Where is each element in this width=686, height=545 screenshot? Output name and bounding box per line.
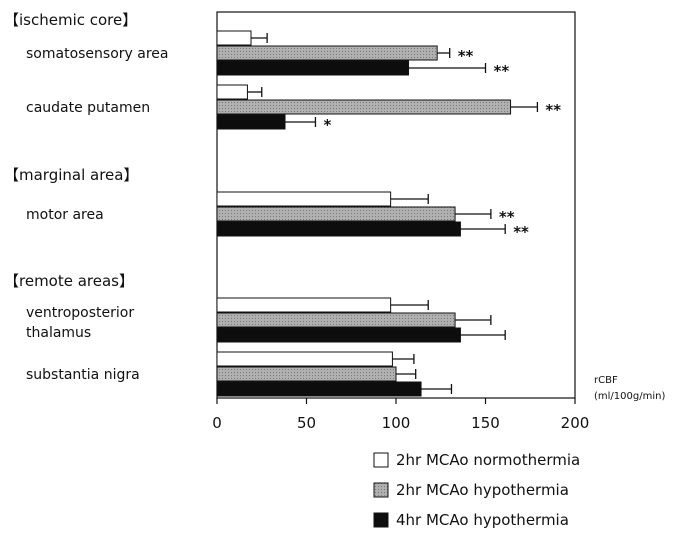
category-label: ventroposterior <box>26 305 134 321</box>
x-axis-unit-label: rCBF <box>594 375 618 386</box>
bar <box>216 84 248 100</box>
legend-swatch <box>373 482 389 498</box>
category-label: thalamus <box>26 325 91 341</box>
bar <box>216 114 286 130</box>
bar <box>216 60 410 76</box>
group-label: 【remote areas】 <box>4 272 134 290</box>
legend-entry: 4hr MCAo hypothermia <box>396 511 569 529</box>
bar <box>216 30 252 46</box>
bar <box>216 221 461 237</box>
bar <box>216 327 461 343</box>
x-tick-label: 50 <box>297 414 316 432</box>
bar <box>216 351 393 367</box>
category-label: somatosensory area <box>26 46 168 62</box>
bars-layer: *********** <box>216 30 561 397</box>
category-labels-layer: 【ischemic core】 somatosensory area caudate… <box>4 11 168 383</box>
x-axis: 0 50 100 150 200 rCBF (ml/100g/min) <box>212 375 665 432</box>
x-tick-label: 150 <box>471 414 500 432</box>
legend-swatch <box>373 512 389 528</box>
bar <box>216 366 397 382</box>
bar <box>216 206 456 222</box>
legend-entry: 2hr MCAo hypothermia <box>396 481 569 499</box>
significance-marker: ** <box>545 101 561 119</box>
significance-marker: ** <box>513 223 529 241</box>
bar <box>216 297 392 313</box>
bar <box>216 45 438 61</box>
legend-swatch <box>373 452 389 468</box>
group-label: 【ischemic core】 <box>4 11 137 29</box>
x-tick-label: 0 <box>212 414 222 432</box>
bar <box>216 312 456 328</box>
category-label: motor area <box>26 207 104 223</box>
x-tick-label: 100 <box>382 414 411 432</box>
significance-marker: ** <box>458 47 474 65</box>
x-tick-label: 200 <box>561 414 590 432</box>
category-label: caudate putamen <box>26 100 150 116</box>
bar <box>216 381 422 397</box>
category-label: substantia nigra <box>26 367 140 383</box>
bar <box>216 99 512 115</box>
significance-marker: ** <box>499 208 515 226</box>
significance-marker: * <box>323 116 331 134</box>
bar <box>216 191 392 207</box>
significance-marker: ** <box>494 62 510 80</box>
legend-entry: 2hr MCAo normothermia <box>396 451 580 469</box>
group-label: 【marginal area】 <box>4 166 138 184</box>
x-axis-unit-label: (ml/100g/min) <box>594 391 665 402</box>
legend: 2hr MCAo normothermia 2hr MCAo hypothermi… <box>373 451 580 529</box>
